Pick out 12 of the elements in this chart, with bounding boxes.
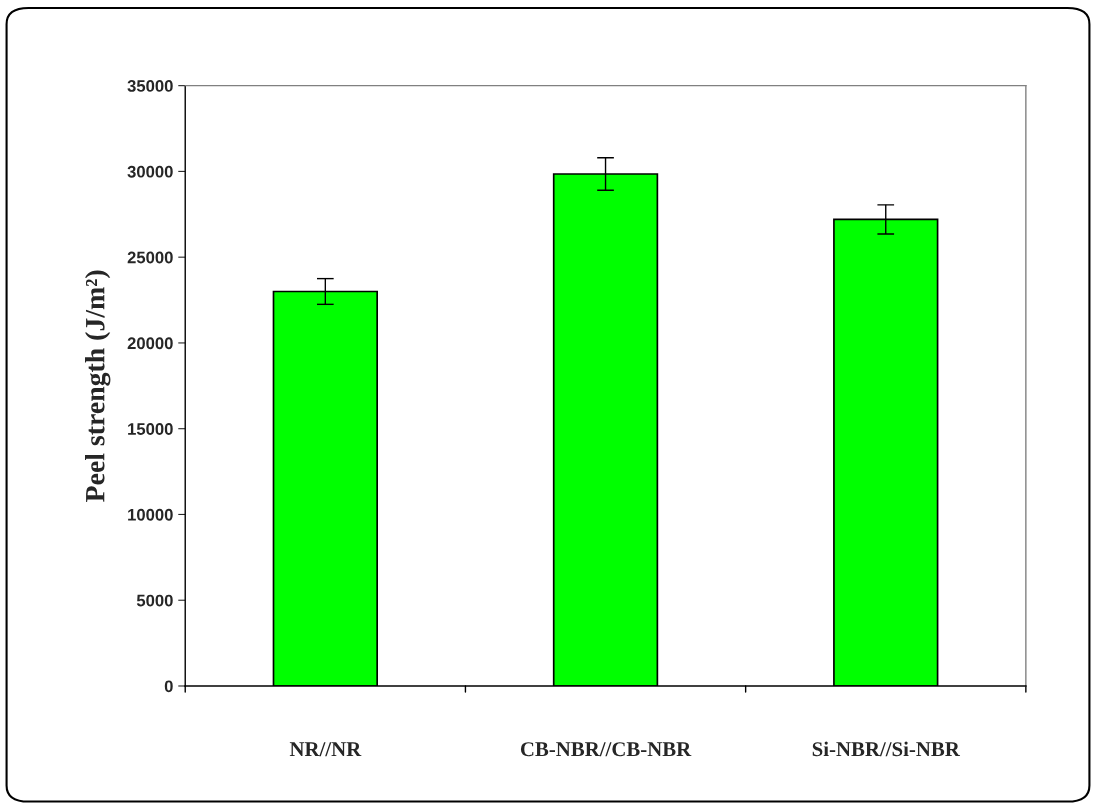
x-tick-label: CB-NBR//CB-NBR bbox=[520, 742, 692, 757]
y-tick-label: 20000 bbox=[127, 337, 173, 350]
y-tick-label: 5000 bbox=[136, 594, 173, 607]
x-tick-label: NR//NR bbox=[289, 742, 362, 757]
y-tick-label: 30000 bbox=[127, 165, 173, 178]
y-tick-label: 25000 bbox=[127, 251, 173, 264]
y-tick-label: 15000 bbox=[128, 423, 173, 435]
y-tick-label: 35000 bbox=[127, 80, 173, 92]
y-axis-title: Peel strength (J/m²) bbox=[85, 270, 111, 502]
x-tick-label: Si-NBR//Si-NBR bbox=[812, 741, 961, 757]
y-tick-label: 10000 bbox=[128, 508, 173, 521]
y-tick-label: 0 bbox=[164, 680, 173, 693]
